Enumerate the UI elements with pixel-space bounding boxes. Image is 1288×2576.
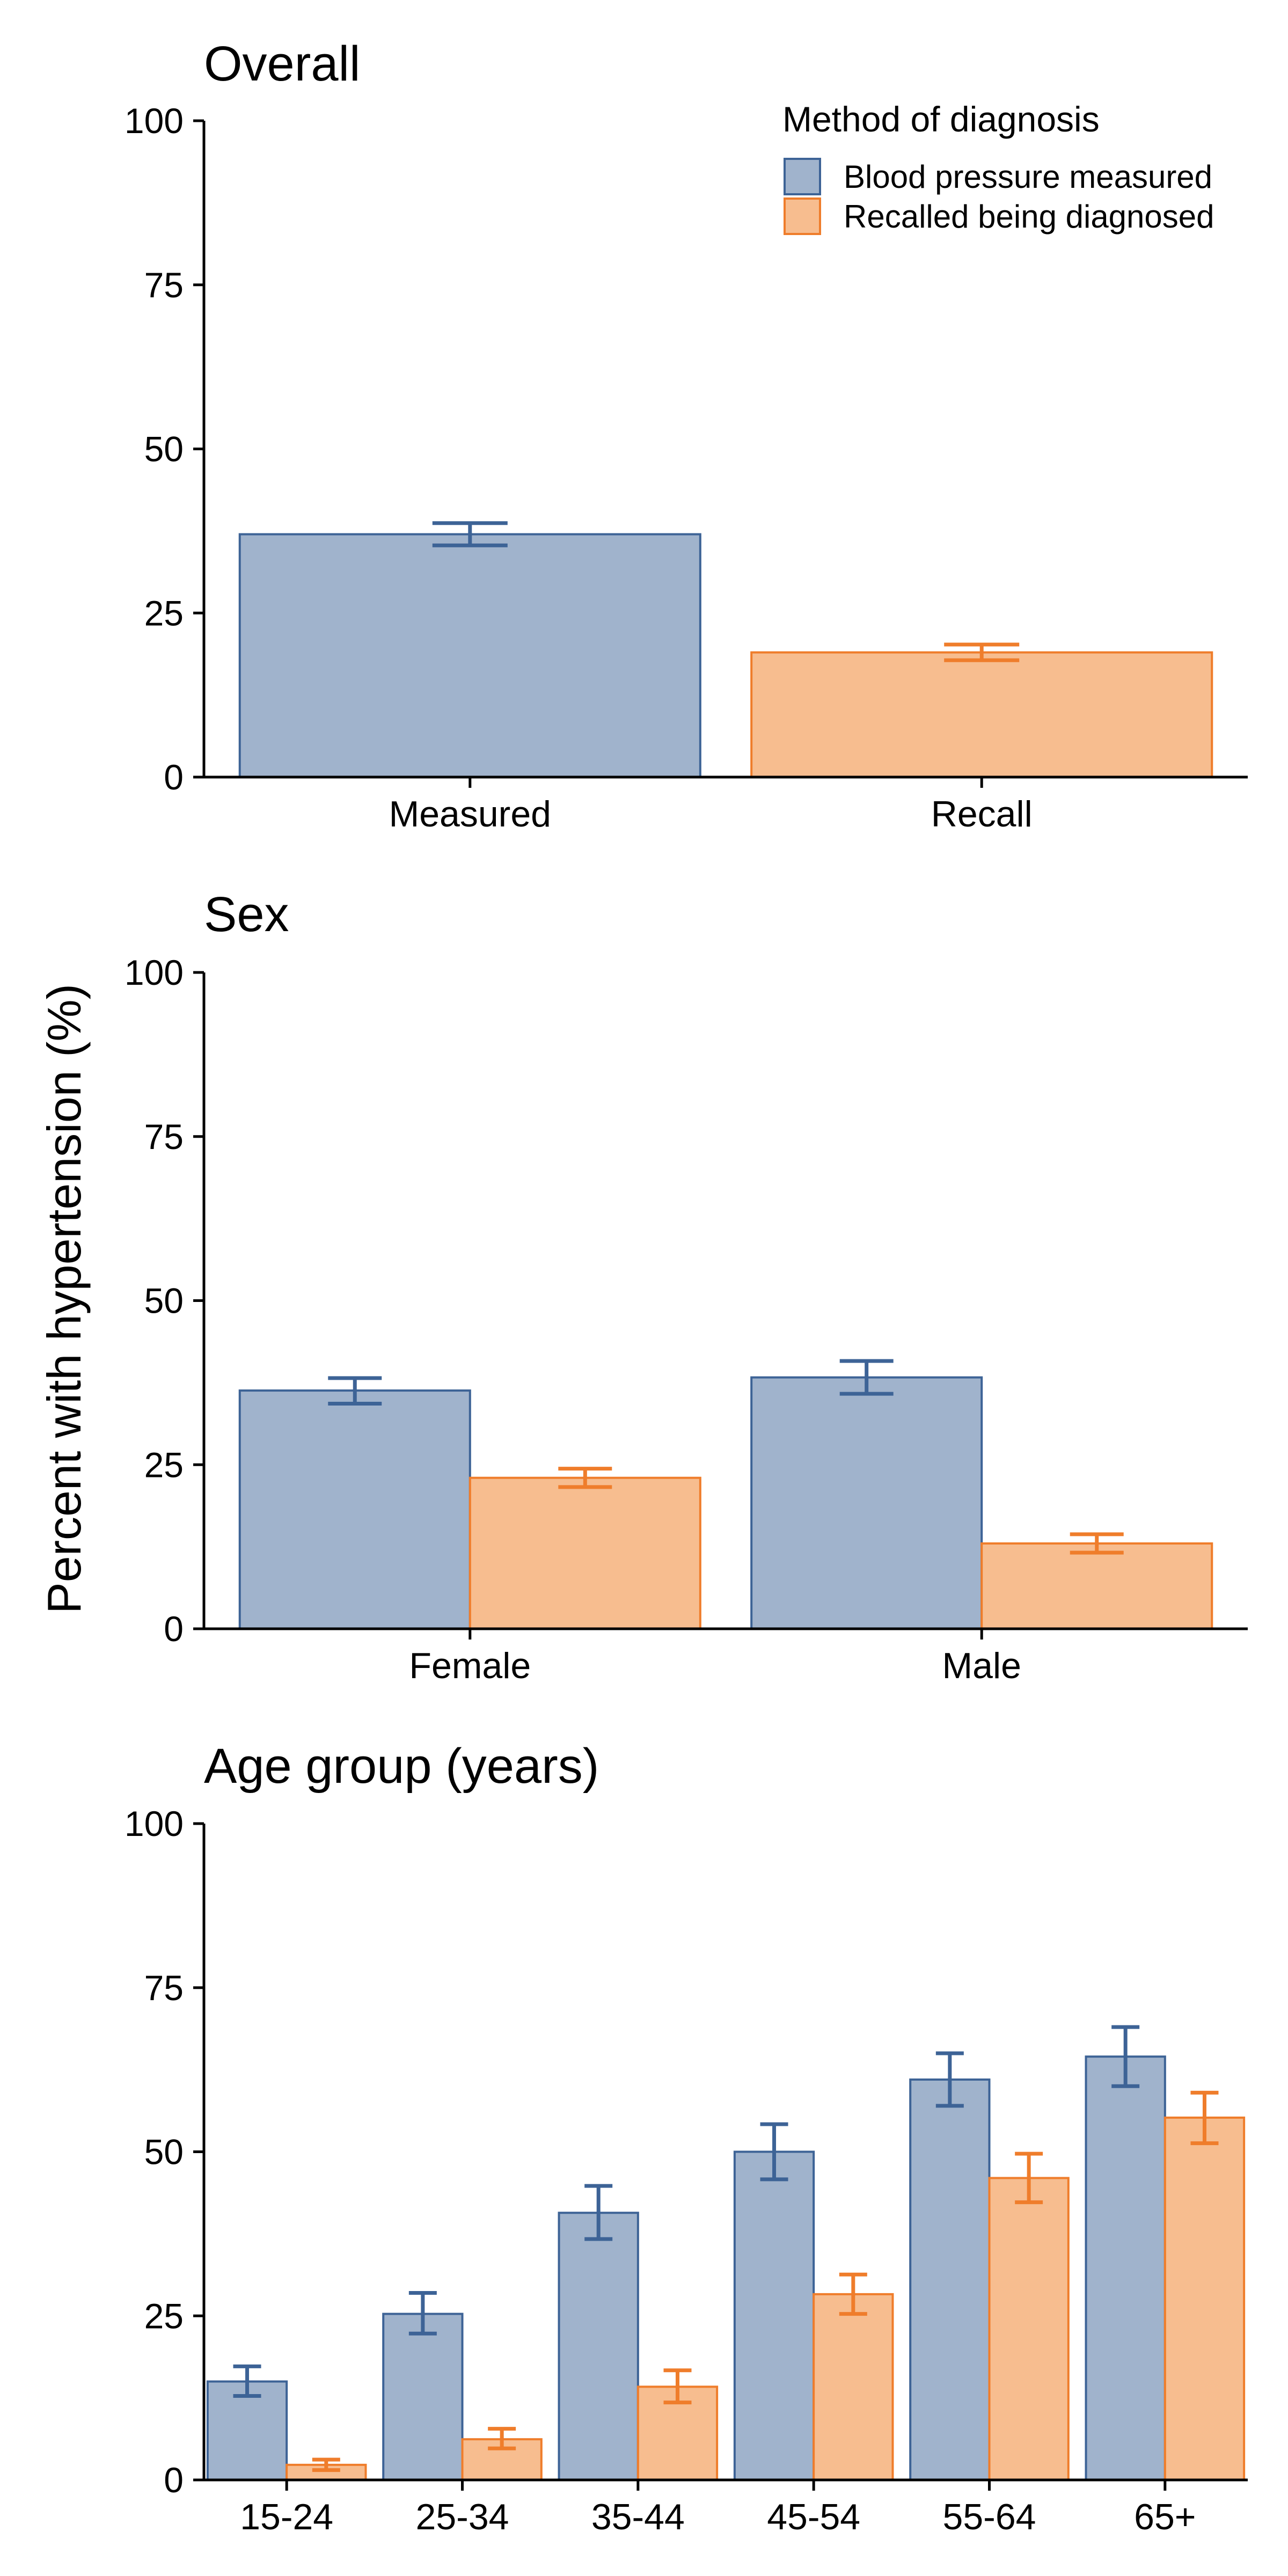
bar-male-recall (980, 1542, 1213, 1630)
legend: Method of diagnosis Blood pressure measu… (782, 99, 1214, 235)
error-bar-measured-measured (432, 521, 508, 547)
error-bar-female-measured (328, 1376, 382, 1406)
y-tick-label-50: 50 (144, 429, 184, 469)
bar-measured-measured (238, 533, 701, 778)
error-bar-15-24-recall (312, 2457, 340, 2472)
y-tick-label-75: 75 (144, 265, 184, 305)
error-bar-65-recall (1190, 2090, 1219, 2146)
bar-35-44-recall (636, 2385, 719, 2481)
error-bar-recall-recall (944, 642, 1020, 662)
y-tick-label-0: 0 (164, 757, 184, 797)
bar-25-34-measured (382, 2312, 464, 2482)
y-tick-label-75: 75 (144, 1968, 184, 2008)
legend-swatch-measured (784, 158, 821, 195)
error-bar-45-54-measured (760, 2122, 788, 2182)
bar-65-recall (1163, 2116, 1246, 2482)
legend-title: Method of diagnosis (782, 99, 1100, 139)
y-tick-label-25: 25 (144, 1445, 184, 1484)
bar-55-64-recall (988, 2177, 1070, 2481)
x-tick-label-55-64: 55-64 (943, 2497, 1036, 2537)
bar-male-measured (750, 1376, 983, 1630)
error-bar-55-64-recall (1015, 2151, 1043, 2205)
error-bar-male-recall (1070, 1532, 1124, 1555)
x-tick-label-65: 65+ (1134, 2497, 1196, 2537)
error-bar-male-measured (839, 1359, 894, 1396)
x-tick-label-15-24: 15-24 (240, 2497, 333, 2537)
error-bar-65-measured (1111, 2025, 1140, 2088)
error-bar-25-34-recall (488, 2427, 516, 2450)
y-axis-title: Percent with hypertension (%) (38, 984, 91, 1614)
error-bar-25-34-measured (408, 2290, 437, 2336)
error-bar-35-44-recall (663, 2368, 692, 2405)
bar-35-44-measured (558, 2212, 639, 2481)
panel-sex: Sex 0 25 50 75 100 Female Male (125, 887, 1248, 1686)
bar-55-64-measured (909, 2078, 991, 2481)
x-tick-label-female: Female (409, 1645, 531, 1686)
panel-age-group: Age group (years) 0 25 50 75 100 15-24 25-34 35… (125, 1739, 1248, 2537)
bar-15-24-measured (206, 2380, 288, 2481)
x-tick-label-35-44: 35-44 (591, 2497, 685, 2537)
panel-overall: Overall 0 25 50 75 100 Measured Recall (125, 36, 1248, 835)
legend-swatch-recall (784, 197, 821, 235)
panel-title-overall: Overall (204, 36, 360, 91)
x-tick-label-45-54: 45-54 (767, 2497, 860, 2537)
legend-label-recall: Recalled being diagnosed (844, 199, 1214, 235)
y-tick-label-0: 0 (164, 2460, 184, 2500)
x-tick-label-male: Male (942, 1645, 1021, 1686)
y-tick-label-100: 100 (125, 953, 184, 992)
bar-45-54-recall (813, 2293, 894, 2482)
error-bar-15-24-measured (233, 2364, 261, 2398)
x-tick-label-recall: Recall (931, 794, 1033, 835)
x-tick-label-measured: Measured (389, 794, 551, 835)
bar-65-measured (1085, 2055, 1166, 2482)
y-tick-label-0: 0 (164, 1609, 184, 1649)
error-bar-35-44-measured (584, 2184, 613, 2241)
panel-title-sex: Sex (204, 887, 289, 942)
y-tick-label-100: 100 (125, 1804, 184, 1843)
legend-label-measured: Blood pressure measured (844, 159, 1212, 195)
y-tick-label-25: 25 (144, 2296, 184, 2336)
y-tick-label-50: 50 (144, 2132, 184, 2172)
x-tick-label-25-34: 25-34 (416, 2497, 509, 2537)
error-bar-55-64-measured (935, 2051, 964, 2108)
bar-female-recall (469, 1476, 701, 1630)
bar-female-measured (238, 1389, 471, 1630)
y-tick-label-50: 50 (144, 1281, 184, 1321)
error-bar-female-recall (558, 1467, 612, 1489)
bar-recall-recall (750, 651, 1213, 778)
panel-title-age-group: Age group (years) (204, 1739, 599, 1794)
bar-45-54-measured (733, 2150, 815, 2481)
y-tick-label-25: 25 (144, 593, 184, 633)
error-bar-45-54-recall (839, 2272, 867, 2316)
y-tick-label-75: 75 (144, 1117, 184, 1157)
y-tick-label-100: 100 (125, 101, 184, 141)
